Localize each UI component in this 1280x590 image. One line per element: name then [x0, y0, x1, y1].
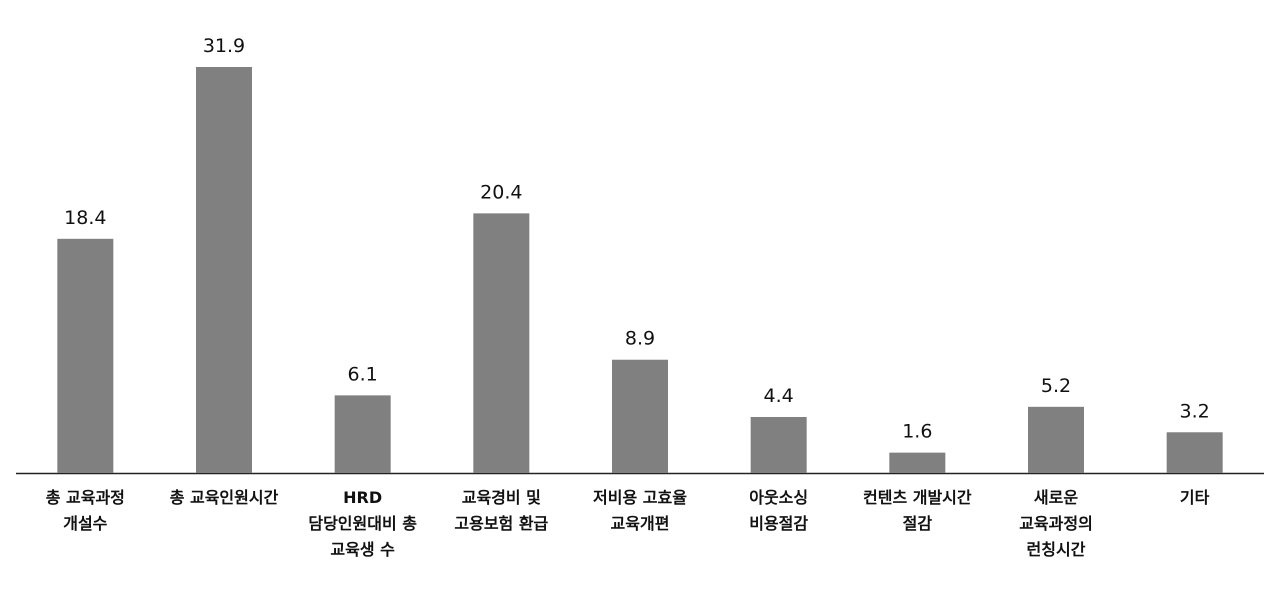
- bar: [196, 67, 252, 473]
- value-label: 4.4: [764, 385, 794, 407]
- bar: [612, 359, 668, 473]
- bar: [750, 417, 807, 473]
- value-label: 20.4: [480, 181, 522, 203]
- value-label: 5.2: [1041, 375, 1071, 397]
- x-tick-label: 아웃소싱 비용절감: [749, 488, 809, 533]
- bar: [889, 452, 946, 473]
- bar: [473, 213, 530, 473]
- x-tick-label: 저비용 고효율 교육개편: [593, 488, 687, 533]
- x-tick-label: 총 교육인원시간: [169, 488, 279, 507]
- value-label: 31.9: [203, 35, 245, 57]
- value-label: 3.2: [1180, 400, 1210, 422]
- x-tick-label: 총 교육과정 개설수: [45, 488, 125, 533]
- bar: [1166, 432, 1223, 473]
- bar: [57, 238, 114, 473]
- x-tick-label: 기타: [1179, 488, 1210, 507]
- x-tick-label: 교육경비 및 고용보험 환급: [454, 488, 549, 533]
- bar: [334, 395, 391, 473]
- value-label: 18.4: [64, 207, 106, 229]
- value-label: 6.1: [348, 363, 378, 385]
- x-tick-label: HRD 담당인원대비 총 교육생 수: [308, 488, 417, 559]
- x-tick-label: 새로운 교육과정의 런칭시간: [1019, 488, 1093, 559]
- bar: [1028, 406, 1084, 473]
- x-tick-label: 컨텐츠 개발시간 절감: [863, 488, 972, 533]
- value-label: 1.6: [902, 421, 932, 443]
- value-label: 8.9: [625, 328, 655, 350]
